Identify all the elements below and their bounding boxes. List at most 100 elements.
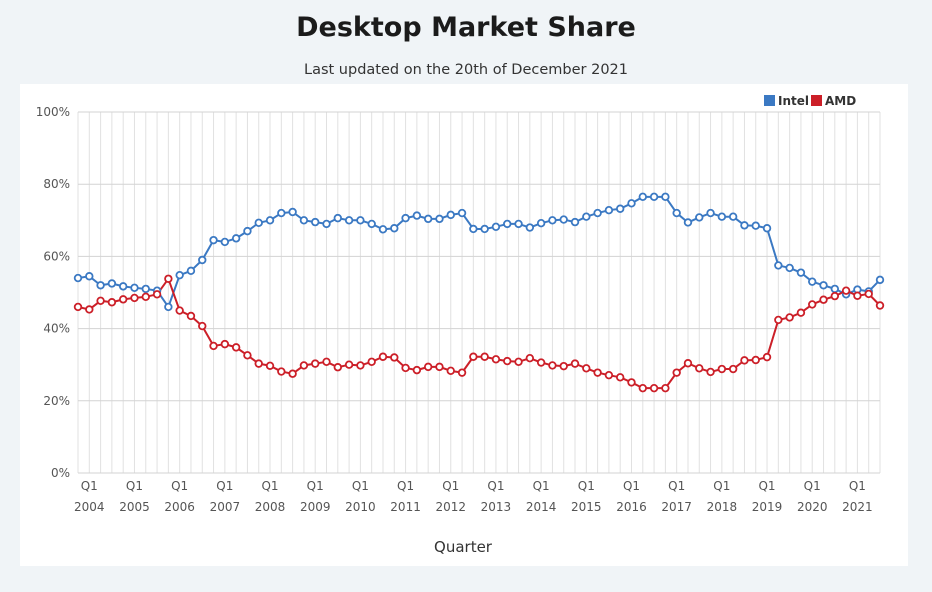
intel-data-point[interactable]	[649, 192, 659, 202]
amd-data-point[interactable]	[808, 300, 817, 309]
amd-data-point[interactable]	[254, 359, 263, 368]
intel-data-point[interactable]	[277, 208, 286, 218]
intel-data-point[interactable]	[582, 212, 591, 221]
intel-data-point[interactable]	[491, 222, 501, 231]
intel-data-point[interactable]	[751, 221, 760, 230]
amd-data-point[interactable]	[548, 361, 557, 370]
amd-data-point[interactable]	[615, 373, 625, 382]
amd-data-point[interactable]	[717, 364, 727, 374]
intel-data-point[interactable]	[299, 216, 309, 225]
amd-data-point[interactable]	[695, 364, 704, 373]
intel-data-point[interactable]	[333, 213, 343, 223]
intel-data-point[interactable]	[762, 224, 772, 233]
amd-data-point[interactable]	[604, 370, 614, 380]
amd-data-point[interactable]	[367, 357, 376, 367]
intel-data-point[interactable]	[796, 268, 806, 277]
amd-data-point[interactable]	[469, 352, 478, 361]
intel-data-point[interactable]	[164, 302, 173, 312]
intel-data-point[interactable]	[774, 261, 783, 270]
amd-data-point[interactable]	[819, 295, 828, 304]
amd-data-point[interactable]	[661, 383, 670, 393]
amd-data-point[interactable]	[435, 362, 444, 372]
amd-data-point[interactable]	[491, 355, 501, 364]
amd-data-point[interactable]	[73, 302, 83, 312]
intel-data-point[interactable]	[390, 224, 399, 233]
amd-data-point[interactable]	[209, 341, 218, 351]
intel-data-point[interactable]	[457, 208, 467, 218]
amd-data-point[interactable]	[164, 274, 173, 283]
intel-data-point[interactable]	[706, 208, 715, 218]
amd-data-point[interactable]	[514, 357, 523, 367]
amd-data-point[interactable]	[751, 355, 760, 365]
intel-data-point[interactable]	[175, 270, 184, 280]
intel-data-point[interactable]	[570, 217, 580, 227]
amd-data-point[interactable]	[672, 368, 681, 377]
amd-data-point[interactable]	[762, 352, 772, 362]
intel-data-point[interactable]	[356, 216, 365, 225]
amd-data-point[interactable]	[356, 361, 365, 370]
intel-data-point[interactable]	[96, 281, 105, 290]
intel-data-point[interactable]	[559, 215, 568, 224]
intel-data-point[interactable]	[118, 282, 128, 291]
amd-data-point[interactable]	[830, 291, 840, 301]
amd-data-point[interactable]	[175, 306, 184, 315]
legend-amd-label[interactable]: AMD	[825, 94, 856, 108]
intel-data-point[interactable]	[186, 266, 196, 276]
intel-data-point[interactable]	[683, 218, 693, 227]
intel-data-point[interactable]	[435, 214, 444, 224]
amd-data-point[interactable]	[457, 368, 467, 377]
amd-data-point[interactable]	[728, 364, 738, 374]
amd-data-point[interactable]	[480, 352, 489, 361]
amd-data-point[interactable]	[333, 363, 343, 372]
amd-data-point[interactable]	[96, 296, 105, 306]
amd-data-point[interactable]	[243, 351, 252, 360]
amd-data-point[interactable]	[841, 286, 851, 295]
amd-data-point[interactable]	[570, 359, 580, 368]
intel-data-point[interactable]	[514, 219, 523, 229]
intel-data-point[interactable]	[728, 212, 738, 221]
intel-data-point[interactable]	[344, 216, 354, 225]
intel-data-point[interactable]	[209, 235, 218, 245]
amd-data-point[interactable]	[446, 366, 455, 376]
amd-data-point[interactable]	[390, 353, 399, 362]
amd-data-point[interactable]	[683, 359, 693, 368]
intel-data-point[interactable]	[198, 255, 207, 265]
intel-data-point[interactable]	[265, 216, 275, 225]
amd-data-point[interactable]	[186, 311, 196, 321]
amd-data-point[interactable]	[536, 358, 546, 367]
intel-data-point[interactable]	[378, 225, 388, 234]
intel-data-point[interactable]	[503, 219, 512, 229]
intel-data-point[interactable]	[288, 207, 297, 217]
amd-data-point[interactable]	[311, 359, 320, 368]
intel-data-point[interactable]	[412, 211, 422, 220]
amd-data-point[interactable]	[198, 321, 207, 331]
intel-data-point[interactable]	[661, 192, 670, 202]
amd-data-point[interactable]	[130, 293, 139, 303]
amd-data-point[interactable]	[107, 298, 117, 307]
amd-data-point[interactable]	[706, 367, 715, 377]
intel-data-point[interactable]	[254, 218, 263, 228]
intel-data-point[interactable]	[830, 284, 840, 294]
intel-data-point[interactable]	[130, 283, 139, 293]
intel-data-point[interactable]	[401, 213, 410, 223]
intel-data-point[interactable]	[695, 213, 704, 222]
amd-data-point[interactable]	[378, 352, 388, 361]
amd-data-point[interactable]	[220, 339, 230, 349]
intel-data-point[interactable]	[536, 218, 546, 228]
amd-data-point[interactable]	[740, 356, 749, 365]
intel-data-point[interactable]	[593, 208, 602, 218]
intel-data-point[interactable]	[808, 277, 817, 286]
intel-data-point[interactable]	[615, 204, 625, 213]
amd-data-point[interactable]	[141, 292, 150, 302]
intel-data-point[interactable]	[73, 273, 83, 283]
intel-data-point[interactable]	[819, 281, 828, 290]
amd-data-point[interactable]	[277, 367, 286, 376]
intel-data-point[interactable]	[322, 219, 331, 229]
intel-data-point[interactable]	[423, 214, 433, 224]
intel-data-point[interactable]	[740, 221, 749, 230]
amd-data-point[interactable]	[152, 290, 162, 299]
intel-data-point[interactable]	[367, 219, 376, 229]
amd-data-point[interactable]	[796, 308, 806, 317]
amd-data-point[interactable]	[231, 343, 241, 352]
intel-data-point[interactable]	[107, 279, 117, 288]
